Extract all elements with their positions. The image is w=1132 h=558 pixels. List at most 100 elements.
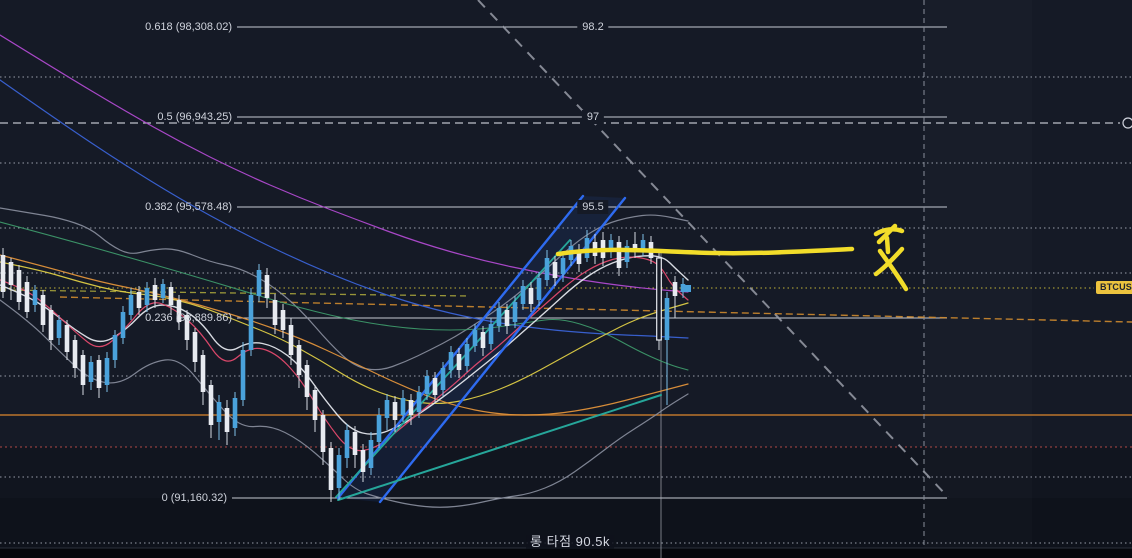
candle-up [104, 358, 110, 385]
candle-down [0, 255, 6, 292]
band-upper [0, 207, 689, 371]
candle-up [544, 258, 550, 280]
candle-down [480, 332, 486, 348]
candle-down [656, 257, 662, 341]
candle-up [496, 308, 502, 326]
trendline[interactable] [378, 196, 627, 504]
candle-up [336, 455, 342, 488]
candle-down [192, 332, 198, 362]
candle-down [96, 360, 102, 388]
candle-down [168, 287, 174, 305]
candle-down [16, 270, 22, 302]
candle-down [304, 365, 310, 397]
candle-down [504, 310, 510, 326]
candle-down [24, 282, 30, 312]
candle-up [256, 270, 262, 296]
candle-down [456, 354, 462, 370]
candle-up [144, 288, 150, 305]
candle-down [280, 310, 286, 330]
orange-ma [0, 254, 689, 416]
candle-up [240, 350, 246, 400]
fib-label-0382: 0.382 (95,578.48) [145, 201, 232, 213]
price-tag-97: 97 [581, 110, 605, 124]
candle-down [184, 315, 190, 340]
candle-up [88, 362, 94, 382]
candle-up [584, 238, 590, 258]
long-entry-note: 롱 타점 90.5k [526, 535, 614, 549]
candle-down [64, 325, 70, 352]
price-tag-98-2: 98.2 [577, 20, 609, 34]
candle-down [80, 355, 86, 385]
background-band [0, 447, 1132, 498]
hand-drawn-yellow-annotation[interactable] [876, 223, 898, 245]
hand-drawn-yellow-annotation[interactable] [884, 235, 891, 255]
symbol-badge-btcusd: BTCUSD [1096, 281, 1132, 294]
candle-up [232, 398, 238, 428]
candle-up [536, 278, 542, 300]
candle-up [344, 430, 350, 458]
candle-up [416, 392, 422, 412]
white-ema [0, 255, 689, 435]
candle-up [640, 240, 646, 250]
candle-up [512, 302, 518, 322]
candle-up [120, 312, 126, 338]
candle-down [288, 325, 294, 355]
candle-down [432, 378, 438, 395]
candle-down [360, 450, 366, 472]
candle-down [264, 275, 270, 298]
candle-down [40, 295, 46, 325]
candle-down [224, 408, 230, 432]
background-band [0, 548, 1132, 558]
magenta-slow-ma [0, 34, 689, 293]
diagonal-trendline-dashed[interactable] [0, 289, 471, 297]
candle-down [320, 415, 326, 452]
green-ma [0, 221, 689, 371]
candle-up [448, 352, 454, 370]
last-price-marker [684, 285, 691, 292]
candle-up [248, 295, 254, 350]
fib-label-05: 0.5 (96,943.25) [157, 111, 232, 123]
candle-up [624, 246, 630, 262]
candle-down [616, 242, 622, 268]
candle-down [352, 432, 358, 455]
band-lower [0, 299, 689, 508]
candle-down [272, 300, 278, 325]
candle-up [520, 286, 526, 304]
candle-up [680, 284, 686, 292]
blue-slow-ma [0, 79, 689, 339]
candle-up [472, 330, 478, 346]
candle-up [56, 320, 62, 338]
candle-down [552, 262, 558, 278]
candle-down [392, 402, 398, 420]
candle-up [32, 290, 38, 305]
yellow-ma [0, 261, 689, 405]
hand-drawn-yellow-annotation[interactable] [555, 246, 855, 257]
diagonal-trendline-dashed[interactable] [477, 0, 949, 498]
candle-up [216, 402, 222, 422]
trendline[interactable] [337, 394, 662, 501]
fib-label-0618: 0.618 (98,308.02) [145, 21, 232, 33]
candle-up [400, 398, 406, 415]
candle-down [208, 385, 214, 425]
candle-down [672, 282, 678, 296]
candle-up [376, 415, 382, 442]
candle-down [176, 300, 182, 322]
candle-down [48, 310, 54, 340]
candle-down [312, 390, 318, 420]
candle-down [136, 292, 142, 308]
candle-up [160, 284, 166, 298]
candle-down [528, 288, 534, 304]
line-handle-circle[interactable] [1122, 117, 1132, 129]
candle-down [296, 345, 302, 375]
candle-up [608, 240, 614, 252]
candle-up [488, 324, 494, 344]
candle-down [576, 250, 582, 264]
price-tag-95-5: 95.5 [577, 200, 609, 214]
candle-down [408, 400, 414, 415]
candle-up [384, 400, 390, 418]
hand-drawn-yellow-annotation[interactable] [877, 248, 909, 292]
diagonal-trendline-dashed[interactable] [59, 296, 1132, 323]
candle-up [368, 440, 374, 468]
candle-down [200, 355, 206, 392]
